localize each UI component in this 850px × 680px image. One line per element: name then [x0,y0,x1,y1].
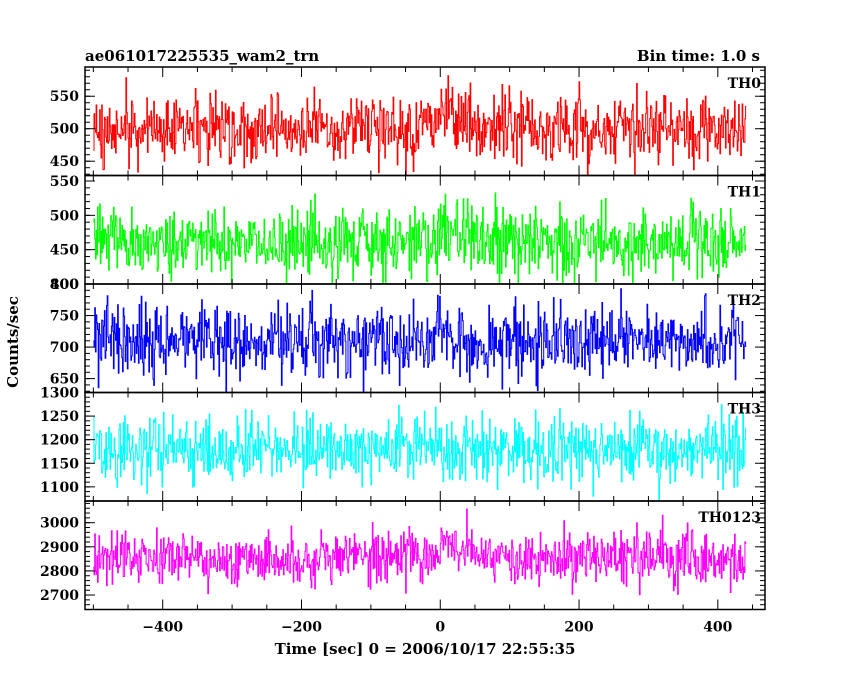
y-tick-label: 550 [50,174,79,190]
y-tick-label: 3000 [40,516,79,532]
y-tick-label: 550 [50,89,79,105]
y-tick-label: 800 [50,277,79,293]
y-axis-label: Counts/sec [4,296,22,388]
y-tick-label: 400 [50,277,79,293]
chart-title: ae061017225535_wam2_trn [85,47,319,65]
panel-label: TH2 [728,293,761,309]
y-tick-label: 450 [50,243,79,259]
panel-label: TH0123 [698,510,761,526]
series-line-th3 [93,404,747,501]
series-line-th2 [93,288,747,393]
y-tick-label: 700 [50,340,79,356]
y-tick-label: 650 [50,372,79,388]
y-tick-label: 1100 [40,480,79,496]
panel-th3: 1100 1150 1200 1250 1300 TH3 [40,386,766,502]
x-tick-label: 200 [564,620,593,636]
x-tick-label: 0 [435,620,445,636]
bin-time-label: Bin time: 1.0 s [637,47,760,65]
x-axis-label: Time [sec] 0 = 2006/10/17 22:55:35 [275,640,576,658]
x-tick-label: 400 [703,620,732,636]
y-tick-label: 500 [50,208,79,224]
y-tick-label: 2700 [40,588,79,604]
x-tick-label: −400 [142,620,183,636]
y-tick-label: 500 [50,122,79,138]
panel-th1: 400 450 500 550 TH1 [50,174,766,293]
y-tick-label: 2900 [40,540,79,556]
y-tick-label: 2800 [40,564,79,580]
y-tick-label: 1300 [40,386,79,402]
panels-group: 450 500 550 TH0 400 450 500 550 TH1 650 700 750 800 T… [40,66,766,611]
y-tick-label: 450 [50,154,79,170]
series-line-th0123 [93,508,747,596]
y-tick-label: 1150 [40,456,79,472]
panel-label: TH3 [728,402,761,418]
panel-label: TH0 [728,76,762,92]
y-tick-label: 750 [50,309,79,325]
panel-th0123: 2700 2800 2900 3000 TH0123 [40,500,766,611]
x-tick-label: −200 [281,620,322,636]
panel-label: TH1 [728,185,761,201]
y-tick-label: 1200 [40,433,79,449]
panel-th2: 650 700 750 800 TH2 [50,277,766,394]
series-line-th0 [93,75,747,176]
panel-frame [84,500,766,611]
series-line-th1 [93,192,747,284]
y-tick-label: 1250 [40,409,79,425]
panel-th0: 450 500 550 TH0 [50,66,766,177]
x-axis: −400 −200 0 200 400 [92,67,754,636]
